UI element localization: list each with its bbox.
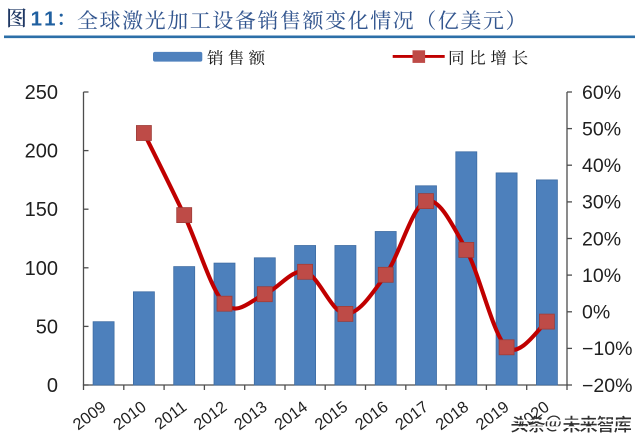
svg-text:20%: 20% [582, 228, 621, 250]
svg-text:50%: 50% [582, 118, 621, 140]
svg-text:250: 250 [25, 82, 58, 104]
svg-text:0: 0 [47, 375, 58, 397]
svg-text:200: 200 [25, 141, 58, 163]
svg-text:50: 50 [36, 316, 58, 338]
svg-text:10%: 10% [582, 265, 621, 287]
svg-text:30%: 30% [582, 192, 621, 214]
svg-text:40%: 40% [582, 155, 621, 177]
svg-text:60%: 60% [582, 82, 621, 104]
svg-text:100: 100 [25, 258, 58, 280]
svg-text:−20%: −20% [582, 375, 632, 397]
svg-text:0%: 0% [582, 302, 610, 324]
svg-text:−10%: −10% [582, 338, 632, 360]
svg-text:150: 150 [25, 199, 58, 221]
svg-text:11: 11 [31, 7, 59, 30]
